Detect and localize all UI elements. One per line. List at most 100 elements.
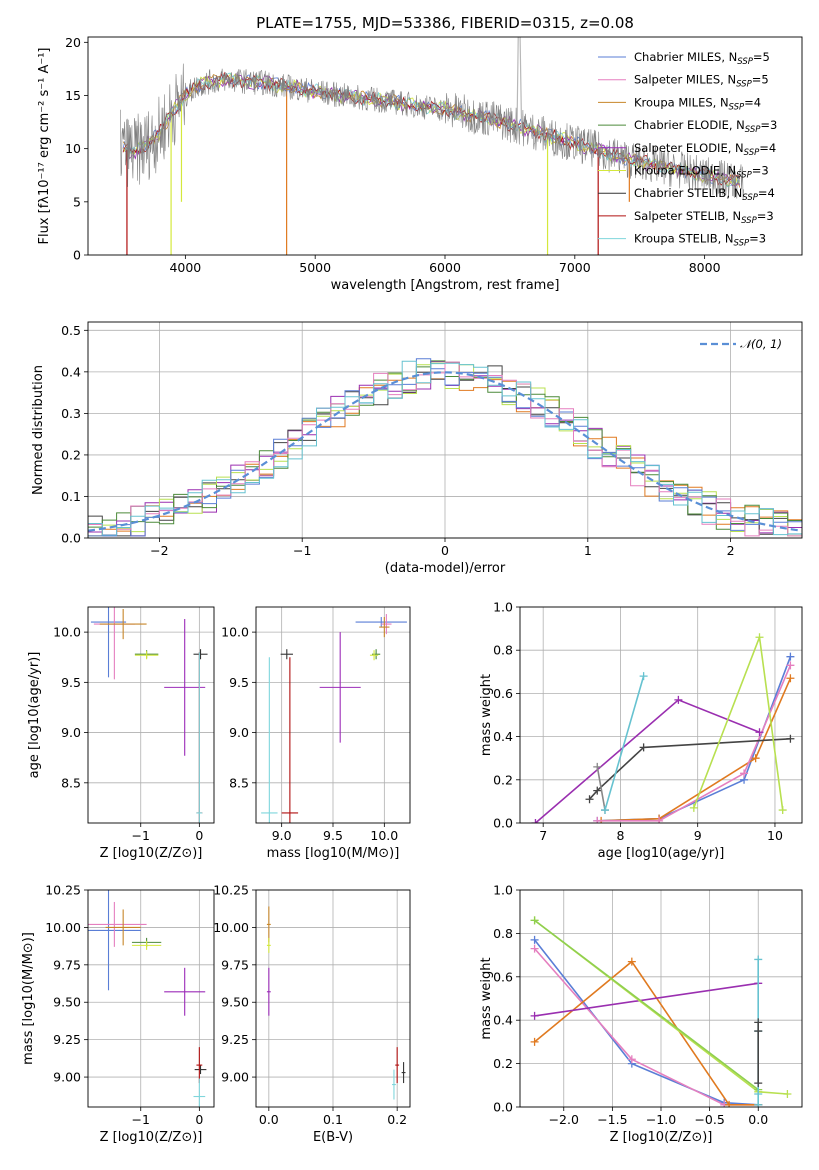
x-axis-label: age [log10(age/yr)] [598, 846, 725, 861]
x-tick-label: 0.0 [259, 1112, 279, 1127]
y-tick-label: 9.00 [221, 1070, 249, 1085]
y-tick-label: 0.8 [493, 926, 513, 941]
legend-label: Salpeter ELODIE, NSSP=4 [634, 141, 776, 158]
mass-weight-point [530, 935, 539, 944]
y-tick-label: 0.1 [61, 489, 81, 504]
legend-subscript: SSP [741, 216, 757, 226]
axes-mass-weight-vs-Z: −2.0 −1.5 −1.0 −0.5 0.0 0.0 0.2 0.4 0.6 0.8 1.0 Z [… [479, 883, 803, 1145]
x-tick-label: 0.0 [748, 1112, 768, 1127]
data-layer [261, 614, 407, 823]
y-tick-label: 0.0 [493, 816, 513, 831]
y-tick-label: 0.8 [493, 643, 513, 658]
y-tick-label: 10 [65, 141, 81, 156]
data-layer [531, 633, 795, 823]
legend-subscript: SSP [729, 102, 745, 112]
mass-weight-line [533, 939, 759, 1106]
legend-count: =3 [760, 118, 777, 132]
mass-weight-point [531, 819, 540, 823]
legend-label: Kroupa STELIB, NSSP=3 [634, 232, 766, 249]
x-tick-label: −1.0 [646, 1112, 676, 1127]
mass-weight-point [585, 795, 594, 804]
x-axis-label: Z [log10(Z/Z⊙)] [100, 846, 203, 861]
x-tick-label: 8000 [689, 260, 721, 275]
y-axis-label: Normed distribution [31, 365, 46, 495]
mass-weight-point [600, 806, 609, 815]
x-tick-label: −1 [132, 1112, 150, 1127]
axes-age-vs-Z: −1 0 8.5 9.0 9.5 10.0 Z [log10(Z/Z⊙)] age [log1… [27, 606, 215, 861]
mass-weight-point [754, 1100, 763, 1107]
x-tick-label: 0.2 [387, 1112, 407, 1127]
mass-weight-point [593, 762, 602, 771]
y-tick-label: 9.5 [61, 675, 81, 690]
y-tick-label: 8.5 [61, 775, 81, 790]
mass-weight-point [530, 944, 539, 953]
residual-histogram [88, 358, 802, 538]
x-axis-label: (data-model)/error [385, 561, 506, 576]
y-tick-label: 0.4 [493, 1013, 513, 1028]
y-tick-label: 8.5 [229, 775, 249, 790]
legend-count: =3 [757, 209, 774, 223]
mass-weight-point [754, 1079, 763, 1088]
x-tick-label: −1.5 [597, 1112, 627, 1127]
y-tick-label: 9.75 [221, 957, 249, 972]
mass-weight-point [655, 816, 664, 823]
x-tick-label: 4000 [169, 260, 201, 275]
mass-weight-point [786, 674, 795, 683]
x-tick-label: −2.0 [549, 1112, 579, 1127]
mass-weight-point [754, 955, 763, 964]
mass-weight-point [530, 1037, 539, 1046]
mass-weight-line [533, 948, 759, 1106]
legend-subscript: SSP [737, 57, 753, 67]
legend-label: Chabrier ELODIE, NSSP=3 [634, 118, 777, 135]
y-axis-label: mass weight [479, 957, 494, 1039]
x-tick-label: 6000 [429, 260, 461, 275]
legend-count: =4 [744, 95, 761, 109]
axes-residuals: −2 −1 0 1 2 0.0 0.1 0.2 0.3 0.4 0.5 (data-model)/er… [31, 321, 803, 576]
y-tick-label: 10.25 [213, 883, 249, 898]
mass-weight-point [639, 743, 648, 752]
mass-weight-point [754, 1027, 763, 1036]
legend-subscript: SSP [734, 239, 750, 249]
observed-spectrum-line [120, 63, 744, 201]
mass-weight-point [754, 1089, 763, 1098]
x-tick-label: −1 [293, 543, 311, 558]
axes-mass-vs-ebv: 0.0 0.1 0.2 9.00 9.25 9.50 9.75 10.00 10.25 E(B-V… [213, 883, 411, 1145]
mass-weight-point [530, 1011, 539, 1020]
y-axis-label: Flux [fλ10⁻¹⁷ erg cm⁻² s⁻¹ A⁻¹] [37, 48, 52, 245]
mass-weight-line [596, 766, 606, 811]
legend-label: 𝒩(0, 1) [740, 337, 782, 351]
legend-label: Kroupa ELODIE, NSSP=3 [634, 164, 769, 181]
y-tick-label: 0.3 [61, 406, 81, 421]
x-tick-label: 5000 [299, 260, 331, 275]
y-tick-label: 9.25 [53, 1032, 81, 1047]
mass-weight-point [639, 672, 648, 681]
y-tick-label: 0.2 [493, 1056, 513, 1071]
mass-weight-point [755, 728, 764, 737]
mass-weight-line [588, 738, 791, 800]
legend-subscript: SSP [745, 125, 761, 135]
x-tick-label: 2 [727, 543, 735, 558]
mass-weight-point [740, 769, 749, 778]
x-axis-label: wavelength [Angstrom, rest frame] [331, 278, 560, 293]
data-layer [530, 916, 792, 1107]
mass-weight-point [754, 1018, 763, 1027]
data-layer [88, 358, 802, 538]
x-tick-label: −2 [150, 543, 168, 558]
mass-weight-point [786, 661, 795, 670]
legend-subscript: SSP [744, 148, 760, 158]
mass-weight-point [674, 695, 683, 704]
y-tick-label: 20 [65, 35, 81, 50]
x-tick-label: 9.0 [272, 828, 292, 843]
legend-subscript: SSP [742, 193, 758, 203]
x-tick-label: −1 [132, 828, 150, 843]
mass-weight-line [601, 677, 792, 822]
mass-weight-point [627, 957, 636, 966]
y-tick-label: 0.4 [493, 729, 513, 744]
x-tick-label: 10 [767, 828, 783, 843]
y-tick-label: 1.0 [493, 883, 513, 898]
y-tick-label: 10.0 [53, 625, 81, 640]
x-tick-label: 1 [584, 543, 592, 558]
y-tick-label: 5 [73, 194, 81, 209]
data-layer [90, 607, 208, 823]
